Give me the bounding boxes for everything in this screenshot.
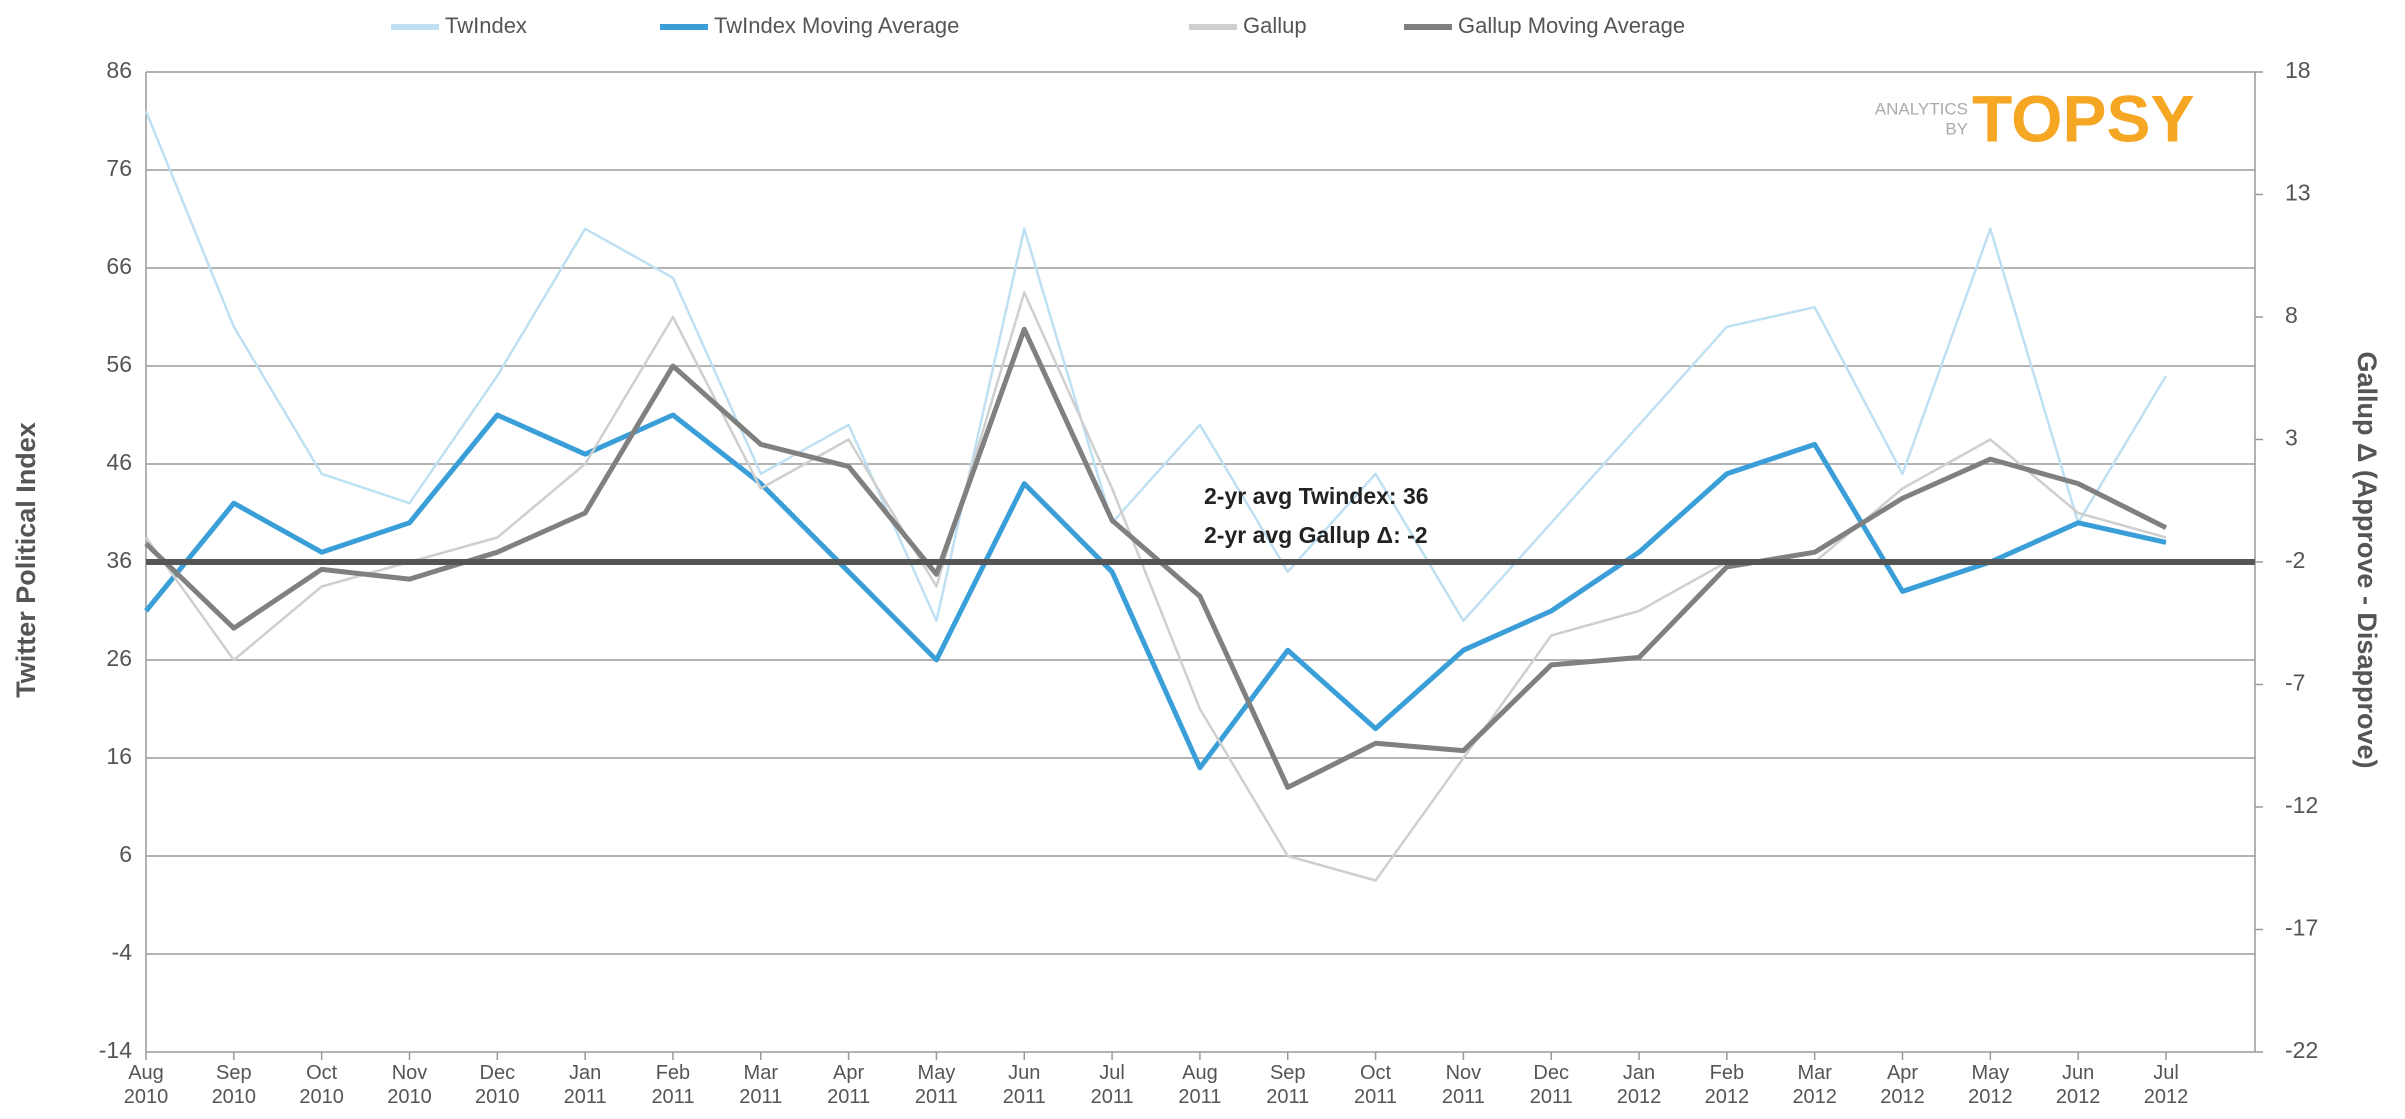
y-axis-label: Twitter Political Index [11, 422, 41, 698]
x-tick-label: Dec 2011 [1530, 1062, 1573, 1108]
y-tick-label: 6 [119, 841, 132, 867]
y-tick-label: -14 [99, 1037, 132, 1063]
y2-tick-label: 18 [2285, 57, 2311, 83]
x-tick-label: Oct 2010 [299, 1062, 344, 1108]
series-line [144, 291, 2167, 882]
x-tick-label: Aug 2010 [124, 1062, 169, 1108]
y2-axis-label: Gallup Δ (Approve - Disapprove) [2352, 352, 2382, 769]
x-tick-label: Sep 2011 [1266, 1062, 1309, 1108]
x-tick-label: Nov 2010 [387, 1062, 432, 1108]
x-tick-label: Oct 2011 [1354, 1062, 1397, 1108]
legend-label: Gallup [1243, 13, 1307, 38]
y2-tick-label: 8 [2285, 302, 2298, 328]
x-tick-label: May 2011 [915, 1062, 958, 1108]
y2-tick-label: 3 [2285, 425, 2298, 451]
legend-label: Gallup Moving Average [1458, 13, 1685, 38]
x-tick-label: Jun 2011 [1003, 1062, 1046, 1108]
x-tick-label: Jul 2011 [1091, 1062, 1134, 1108]
legend-label: TwIndex Moving Average [714, 13, 959, 38]
series-line [144, 412, 2167, 771]
y-tick-label: -4 [112, 939, 133, 965]
x-tick-label: Jul 2012 [2144, 1062, 2189, 1108]
logo-text: ANALYTICS [1875, 99, 1968, 118]
y2-tick-label: -17 [2285, 915, 2318, 941]
x-tick-label: Jun 2012 [2056, 1062, 2101, 1108]
legend-label: TwIndex [445, 13, 527, 38]
logo-text: BY [1945, 119, 1968, 138]
x-tick-label: Feb 2011 [651, 1062, 694, 1108]
y-tick-label: 26 [106, 645, 132, 671]
x-tick-label: Jan 2012 [1617, 1062, 1662, 1108]
x-tick-label: Mar 2012 [1792, 1062, 1837, 1108]
y2-tick-label: -2 [2285, 547, 2305, 573]
x-tick-label: May 2012 [1968, 1062, 2013, 1108]
y-tick-label: 16 [106, 743, 132, 769]
y-tick-label: 56 [106, 351, 132, 377]
annotation: 2-yr avg Twindex: 36 [1204, 483, 1429, 509]
series-line [144, 110, 2168, 623]
x-tick-label: Feb 2012 [1705, 1062, 1750, 1108]
y2-tick-label: -12 [2285, 792, 2318, 818]
y2-tick-label: -22 [2285, 1037, 2318, 1063]
x-tick-label: Aug 2011 [1178, 1062, 1221, 1108]
x-tick-label: Apr 2011 [827, 1062, 870, 1108]
y-tick-label: 86 [106, 57, 132, 83]
y2-tick-label: 13 [2285, 180, 2311, 206]
x-tick-label: Sep 2010 [212, 1062, 257, 1108]
logo-brand: TOPSY [1972, 81, 2195, 155]
annotation: 2-yr avg Gallup Δ: -2 [1204, 522, 1428, 548]
x-tick-label: Apr 2012 [1880, 1062, 1925, 1108]
y-tick-label: 36 [106, 547, 132, 573]
series-line [144, 326, 2168, 790]
y-tick-label: 46 [106, 449, 132, 475]
y-tick-label: 76 [106, 155, 132, 181]
y-tick-label: 66 [106, 253, 132, 279]
x-tick-label: Mar 2011 [739, 1062, 782, 1108]
y2-tick-label: -7 [2285, 670, 2305, 696]
x-tick-label: Nov 2011 [1442, 1062, 1485, 1108]
x-tick-label: Dec 2010 [475, 1062, 520, 1108]
x-tick-label: Jan 2011 [564, 1062, 607, 1108]
